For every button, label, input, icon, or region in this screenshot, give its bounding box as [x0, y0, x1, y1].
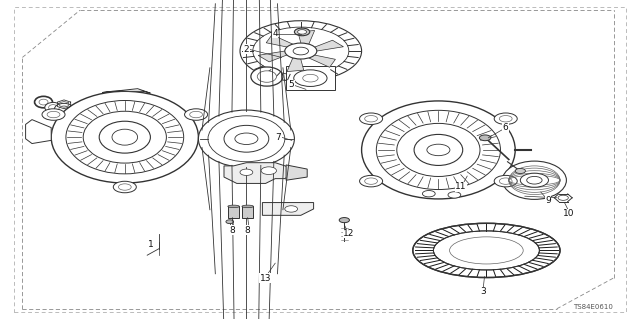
- Ellipse shape: [208, 116, 285, 162]
- Text: 6: 6: [503, 123, 508, 132]
- Ellipse shape: [113, 181, 136, 193]
- Ellipse shape: [365, 178, 378, 184]
- Text: 1: 1: [148, 240, 153, 249]
- Ellipse shape: [558, 195, 568, 200]
- Ellipse shape: [494, 175, 517, 187]
- Ellipse shape: [261, 167, 276, 174]
- Ellipse shape: [494, 113, 517, 124]
- Ellipse shape: [422, 190, 435, 197]
- Ellipse shape: [35, 96, 52, 108]
- Ellipse shape: [112, 129, 138, 145]
- Ellipse shape: [228, 205, 239, 208]
- Ellipse shape: [285, 206, 298, 212]
- Ellipse shape: [479, 135, 491, 141]
- Text: 12: 12: [343, 229, 355, 238]
- Ellipse shape: [257, 71, 276, 82]
- Text: 3: 3: [481, 287, 486, 296]
- Ellipse shape: [413, 223, 560, 278]
- Polygon shape: [102, 89, 150, 93]
- Ellipse shape: [45, 102, 61, 113]
- Ellipse shape: [427, 144, 450, 156]
- Ellipse shape: [360, 175, 383, 187]
- Ellipse shape: [42, 109, 65, 120]
- Ellipse shape: [298, 30, 307, 34]
- Ellipse shape: [448, 192, 461, 198]
- Ellipse shape: [51, 91, 198, 183]
- Ellipse shape: [224, 125, 269, 152]
- Ellipse shape: [449, 237, 523, 264]
- Text: 5: 5: [289, 80, 294, 89]
- Ellipse shape: [499, 178, 512, 184]
- Ellipse shape: [47, 111, 60, 118]
- Text: 8: 8: [245, 226, 250, 235]
- Ellipse shape: [520, 173, 548, 187]
- Polygon shape: [313, 40, 344, 51]
- Ellipse shape: [527, 176, 542, 184]
- Ellipse shape: [397, 123, 480, 176]
- Ellipse shape: [339, 218, 349, 223]
- Text: 11: 11: [455, 182, 467, 191]
- Ellipse shape: [433, 231, 540, 270]
- Ellipse shape: [502, 161, 566, 199]
- Polygon shape: [266, 35, 292, 48]
- Bar: [286, 66, 335, 90]
- Ellipse shape: [376, 110, 500, 189]
- Ellipse shape: [499, 115, 512, 122]
- Text: 4: 4: [273, 29, 278, 38]
- Ellipse shape: [66, 100, 184, 174]
- Ellipse shape: [240, 21, 362, 81]
- Ellipse shape: [118, 184, 131, 190]
- Text: 13: 13: [260, 274, 271, 283]
- Ellipse shape: [240, 169, 253, 175]
- Ellipse shape: [294, 28, 310, 36]
- Bar: [242, 206, 253, 218]
- Ellipse shape: [189, 111, 202, 118]
- Polygon shape: [298, 31, 315, 44]
- Polygon shape: [309, 55, 335, 67]
- Ellipse shape: [198, 110, 294, 167]
- Text: TS84E0610: TS84E0610: [573, 304, 613, 310]
- Text: 9: 9: [545, 197, 550, 205]
- Ellipse shape: [285, 43, 317, 59]
- Polygon shape: [224, 163, 290, 183]
- Ellipse shape: [83, 111, 166, 163]
- Ellipse shape: [184, 109, 207, 120]
- Ellipse shape: [303, 74, 318, 82]
- Text: 10: 10: [563, 209, 574, 218]
- Bar: [228, 206, 239, 218]
- Ellipse shape: [99, 121, 150, 153]
- Ellipse shape: [251, 67, 283, 86]
- Text: 7: 7: [276, 133, 281, 142]
- Text: 2: 2: [244, 45, 249, 54]
- Ellipse shape: [293, 47, 308, 55]
- Ellipse shape: [54, 103, 74, 115]
- Polygon shape: [287, 58, 304, 71]
- Polygon shape: [26, 120, 51, 144]
- Ellipse shape: [235, 133, 258, 145]
- Polygon shape: [286, 165, 307, 180]
- Ellipse shape: [39, 99, 48, 105]
- Ellipse shape: [360, 113, 383, 124]
- Text: 8: 8: [230, 226, 235, 235]
- Polygon shape: [258, 51, 289, 62]
- Ellipse shape: [294, 70, 327, 86]
- Ellipse shape: [242, 205, 253, 208]
- Ellipse shape: [226, 220, 234, 224]
- Ellipse shape: [515, 168, 525, 174]
- Ellipse shape: [362, 101, 515, 199]
- Ellipse shape: [414, 134, 463, 166]
- Polygon shape: [262, 203, 314, 215]
- Ellipse shape: [253, 27, 349, 75]
- Ellipse shape: [365, 115, 378, 122]
